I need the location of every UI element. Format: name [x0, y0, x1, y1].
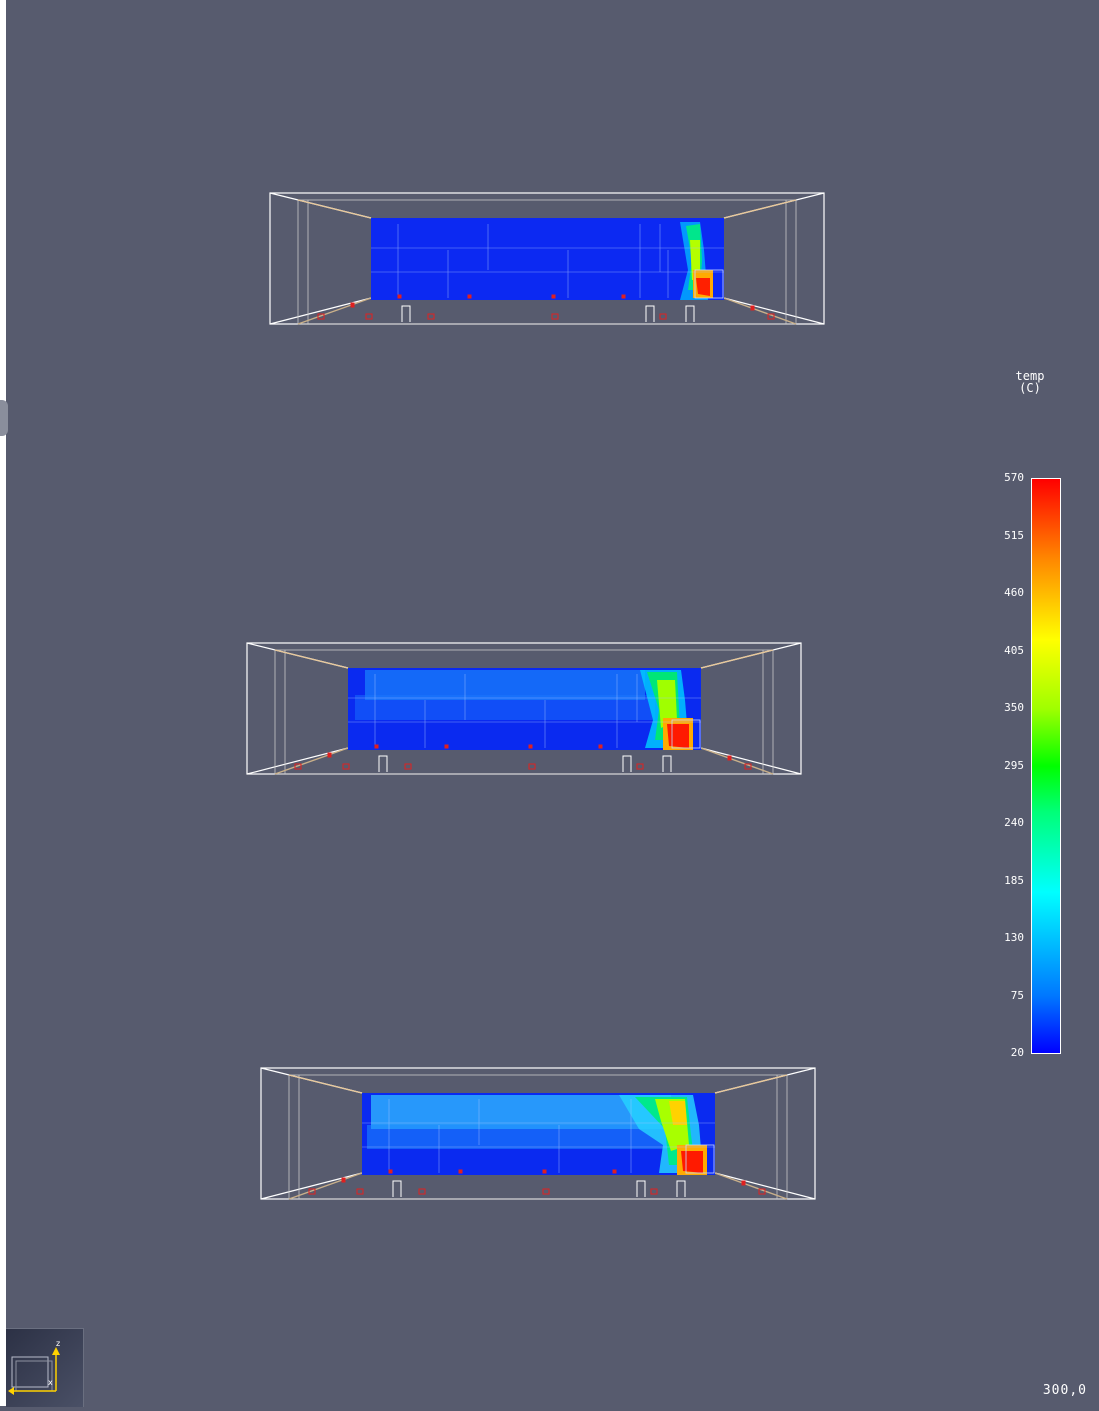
left-edge-strip: [0, 0, 6, 1406]
floor-markers: [392, 1180, 686, 1197]
temperature-slice: [371, 218, 724, 300]
legend-variable: temp: [1015, 369, 1045, 383]
axes-icon: z x: [8, 1339, 60, 1395]
color-scale-tick: 570: [1004, 471, 1024, 484]
legend-title: temp (C): [1000, 370, 1060, 394]
ceiling-beams: [288, 1074, 788, 1200]
render-view-1[interactable]: [268, 190, 828, 328]
color-scale-tick: 185: [1004, 873, 1024, 887]
color-scale-tick: 515: [1004, 528, 1024, 542]
orientation-axes-widget[interactable]: z x: [6, 1328, 84, 1407]
color-scale-tick: 350: [1004, 701, 1024, 714]
render-view-2[interactable]: [245, 640, 805, 778]
time-readout: 300,0: [1042, 1383, 1087, 1398]
color-scale-tick: 460: [1004, 586, 1024, 599]
temperature-slice: [362, 1093, 715, 1175]
sensor-markers: [308, 1169, 766, 1195]
z-axis-label: z: [56, 1339, 60, 1348]
color-scale-tick: 75: [1010, 988, 1024, 1002]
color-scale-tick: 240: [1004, 816, 1024, 829]
color-scale-tick: 405: [1004, 643, 1024, 657]
side-panel-handle[interactable]: [0, 400, 8, 436]
color-scale-tick: 130: [1004, 931, 1024, 944]
ceiling-beams: [297, 199, 797, 325]
sensor-markers: [317, 294, 775, 320]
x-axis-label: x: [48, 1378, 53, 1387]
color-scale-tick: 295: [1004, 758, 1024, 772]
legend-unit: (C): [1019, 381, 1041, 395]
ceiling-beams: [274, 649, 774, 775]
temperature-slice: [348, 668, 701, 750]
color-scale-tick: 20: [1010, 1046, 1024, 1059]
color-scale-bar: [1031, 478, 1061, 1054]
render-view-3[interactable]: [259, 1065, 819, 1203]
floor-markers: [401, 305, 695, 322]
sensor-markers: [294, 744, 752, 770]
floor-markers: [378, 755, 672, 772]
